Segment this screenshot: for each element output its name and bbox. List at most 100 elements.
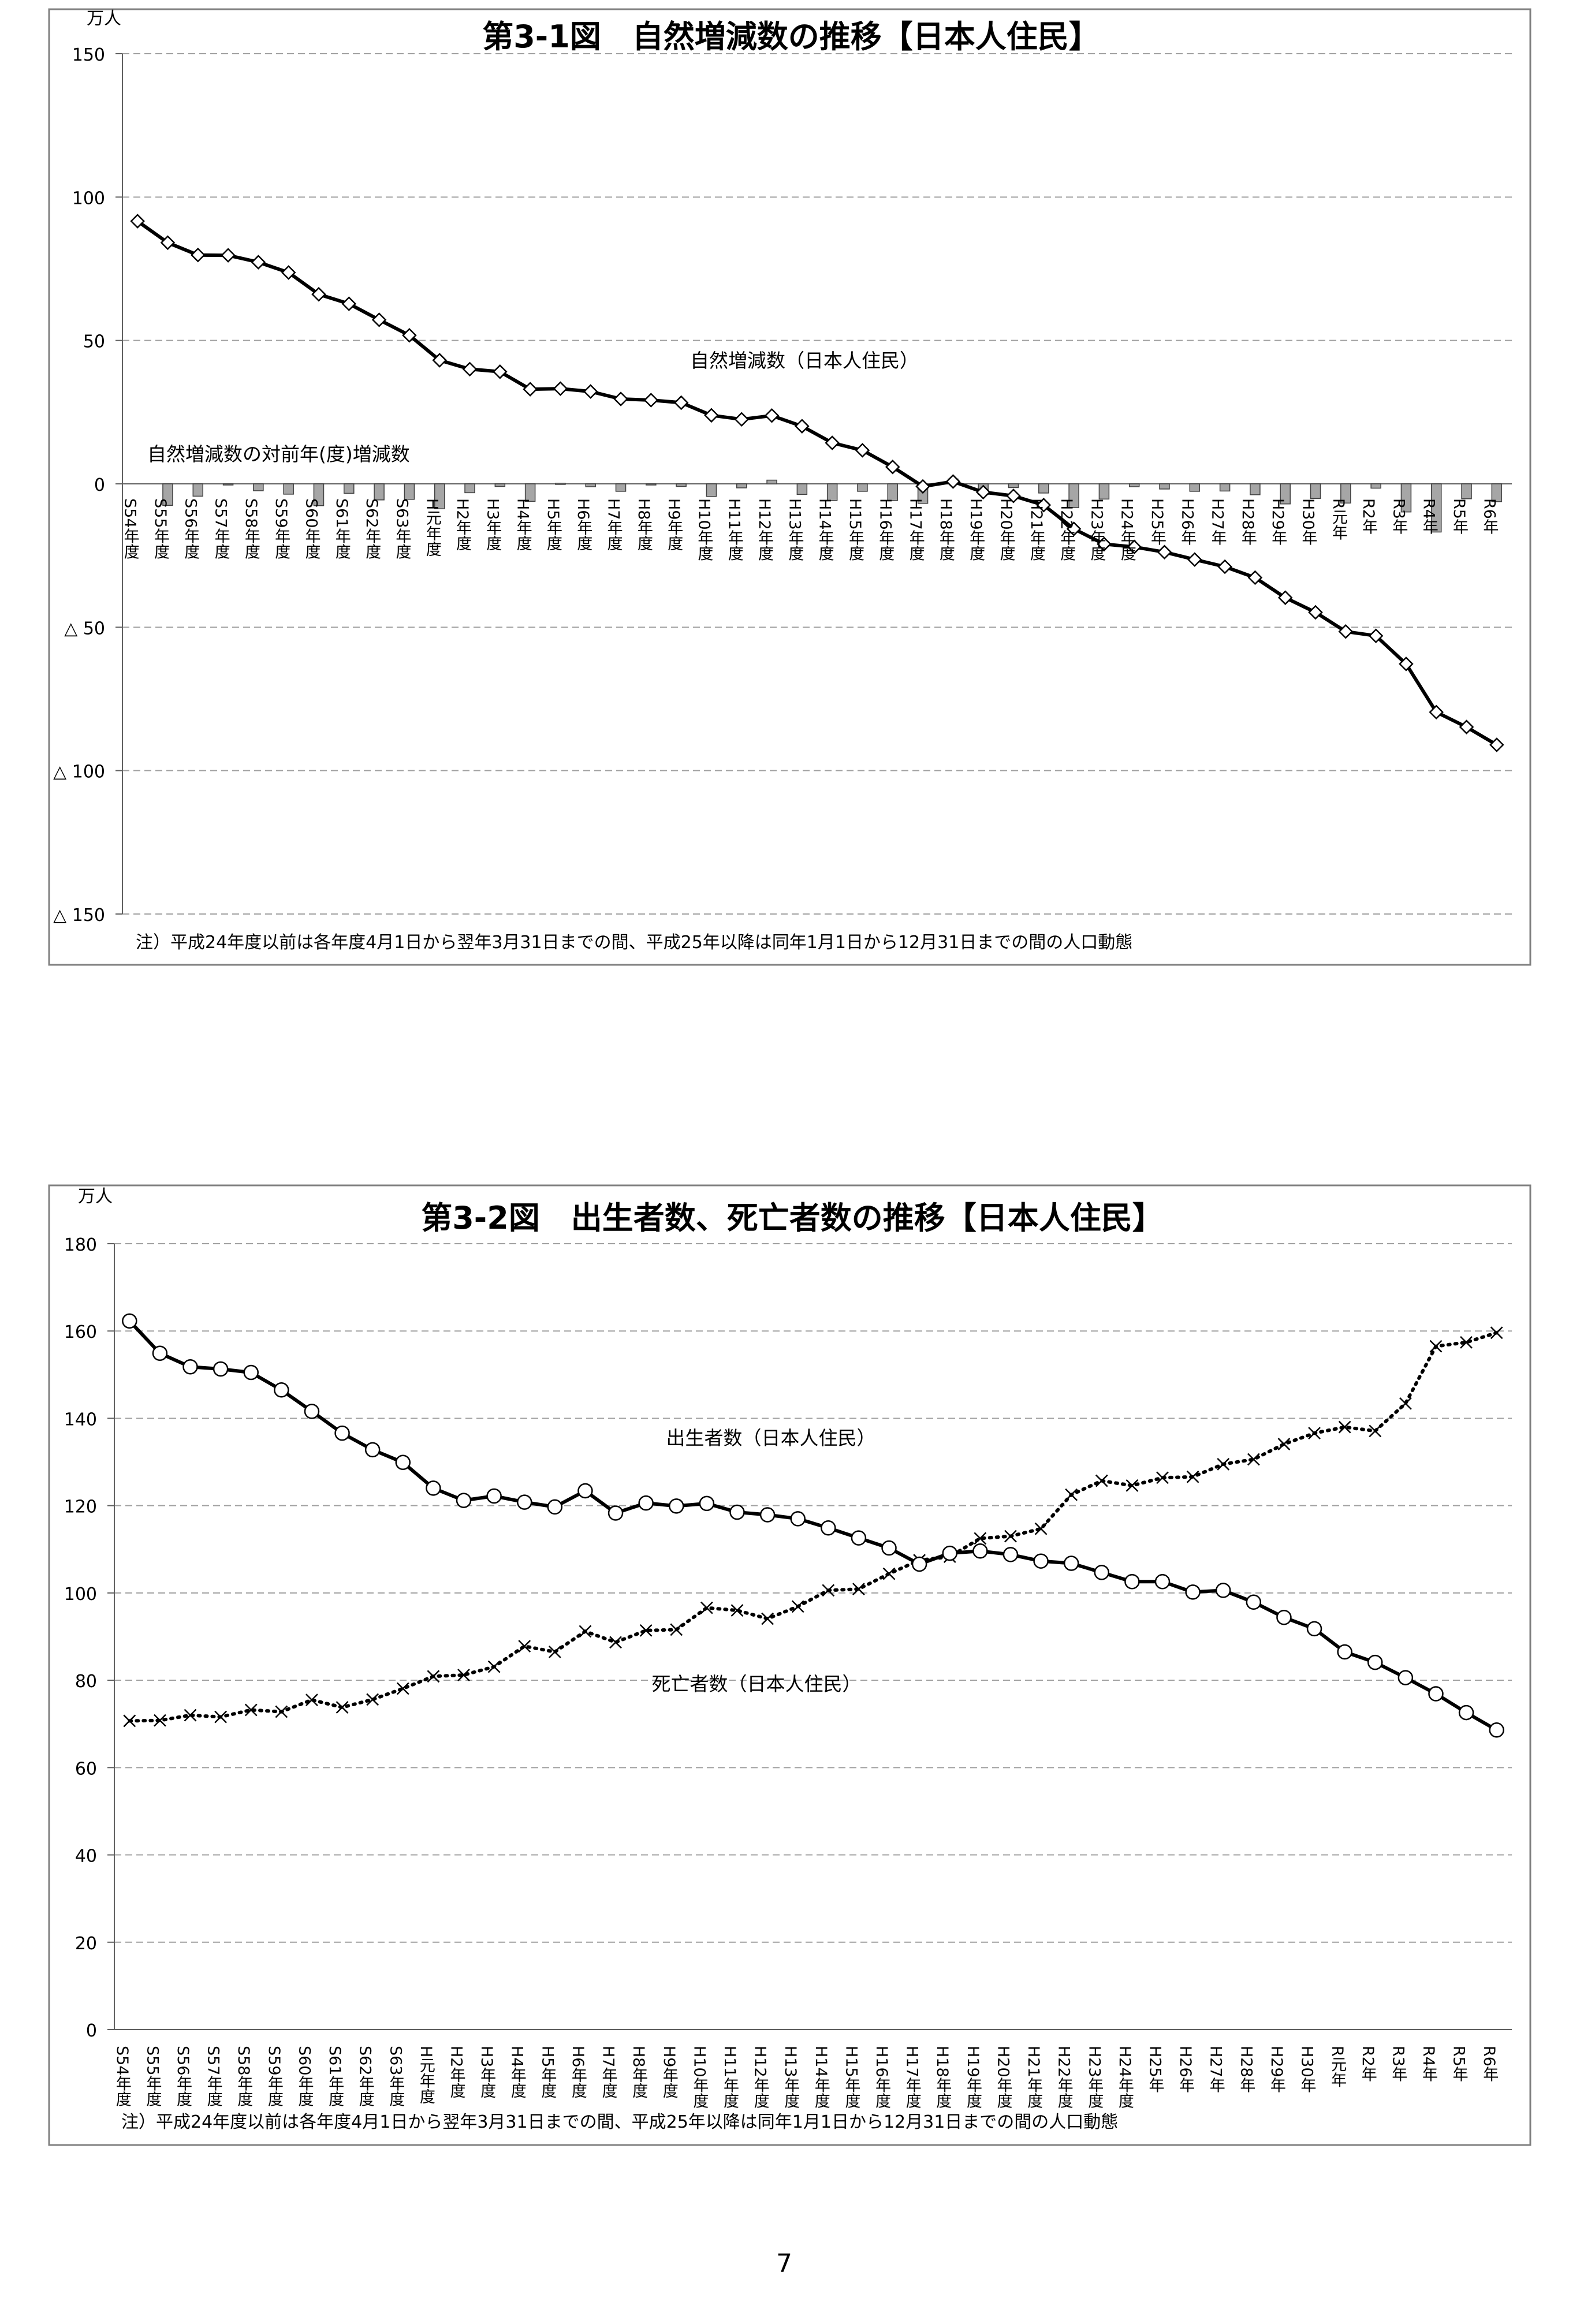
- bar-29: [1008, 483, 1019, 488]
- marker-cross-39: [1308, 1427, 1321, 1440]
- marker-cross-3: [214, 1710, 228, 1724]
- x-tick-label: H2年度: [453, 498, 472, 551]
- x-tick-label: S60年度: [302, 498, 320, 559]
- marker-cross-13: [518, 1640, 531, 1653]
- marker-circle-21: [759, 1507, 776, 1523]
- marker-circle-5: [274, 1382, 289, 1398]
- chart-note: 注）平成24年度以前は各年度4月1日から翌年3月31日までの間、平成25年以降は…: [121, 2112, 1118, 2132]
- marker-diamond-20: [734, 412, 750, 427]
- marker-cross-35: [1186, 1470, 1199, 1483]
- x-tick-label: H6年度: [574, 498, 592, 551]
- marker-diamond-34: [1157, 544, 1172, 559]
- x-tick-label: H10年度: [690, 2046, 709, 2109]
- x-tick-label: H17年度: [903, 2046, 922, 2109]
- x-tick-label: H16年度: [873, 2046, 891, 2109]
- x-tick-label: H22年度: [1057, 498, 1076, 561]
- x-tick-label: S55年度: [151, 498, 170, 559]
- marker-cross-29: [1004, 1530, 1017, 1543]
- marker-circle-20: [729, 1504, 745, 1520]
- x-tick-label: H25年: [1148, 498, 1166, 546]
- marker-circle-2: [182, 1359, 198, 1375]
- marker-circle-0: [122, 1313, 137, 1329]
- series-label-deaths: 死亡者数（日本人住民）: [652, 1673, 862, 1695]
- marker-circle-44: [1458, 1704, 1474, 1721]
- x-tick-label: H7年度: [599, 2046, 618, 2098]
- marker-diamond-22: [795, 419, 810, 434]
- marker-cross-30: [1034, 1522, 1048, 1535]
- x-tick-label: R5年: [1450, 498, 1468, 535]
- bar-19: [706, 483, 717, 497]
- x-tick-label: H16年度: [876, 498, 895, 561]
- x-tick-label: H18年度: [933, 2046, 952, 2109]
- marker-circle-16: [608, 1505, 624, 1521]
- bar-16: [615, 483, 627, 492]
- bar-38: [1280, 483, 1291, 505]
- marker-diamond-4: [251, 255, 266, 270]
- marker-diamond-21: [764, 408, 780, 423]
- x-tick-label: H28年: [1237, 2046, 1255, 2093]
- x-tick-label: S58年度: [242, 498, 260, 559]
- marker-cross-15: [579, 1625, 592, 1638]
- x-tick-label: H13年度: [785, 498, 804, 561]
- x-tick-label: H22年度: [1055, 2046, 1074, 2109]
- chart-3-1: 150 100 50 0 △ 50 △ 100 △ 150 万人 第3-1図 自然増減数の推移【…: [48, 8, 1531, 966]
- marker-cross-2: [184, 1709, 197, 1722]
- bar-10: [434, 483, 445, 509]
- marker-cross-41: [1369, 1424, 1382, 1438]
- bar-45: [1491, 483, 1503, 502]
- x-tick-label: R2年: [1359, 498, 1377, 535]
- marker-circle-17: [638, 1495, 654, 1511]
- marker-circle-45: [1489, 1722, 1504, 1738]
- series-label-bar: 自然増減数の対前年(度)増減数: [147, 443, 410, 465]
- y-tick-label: 180: [64, 1235, 97, 1255]
- marker-cross-6: [305, 1693, 318, 1707]
- x-tick-label: H25年: [1146, 2046, 1164, 2093]
- marker-circle-33: [1124, 1573, 1140, 1590]
- page-number: 7: [776, 2249, 792, 2278]
- marker-diamond-19: [704, 408, 719, 423]
- marker-circle-23: [821, 1520, 836, 1536]
- marker-diamond-33: [1127, 539, 1142, 555]
- marker-cross-31: [1065, 1488, 1078, 1501]
- bar-9: [404, 483, 415, 500]
- marker-circle-37: [1246, 1594, 1262, 1610]
- marker-circle-1: [152, 1345, 168, 1361]
- marker-diamond-42: [1399, 656, 1414, 672]
- bar-4: [253, 483, 264, 491]
- x-tick-label: H14年度: [812, 2046, 830, 2109]
- marker-diamond-23: [825, 435, 840, 450]
- x-tick-label: H3年度: [478, 2046, 496, 2098]
- marker-cross-7: [336, 1701, 349, 1714]
- line-deaths: [128, 1331, 1499, 1723]
- bar-3: [222, 483, 234, 486]
- marker-cross-12: [487, 1660, 501, 1673]
- marker-circle-28: [972, 1543, 988, 1559]
- marker-cross-28: [974, 1532, 987, 1545]
- marker-diamond-1: [160, 235, 176, 251]
- x-tick-label: R6年: [1480, 498, 1498, 535]
- x-tick-label: S59年度: [265, 2046, 284, 2107]
- bar-44: [1461, 483, 1472, 499]
- x-tick-label: S56年度: [181, 498, 200, 559]
- x-tick-label: H15年度: [846, 498, 864, 561]
- marker-diamond-16: [613, 391, 628, 406]
- x-tick-label: H元年度: [417, 2046, 435, 2104]
- marker-circle-40: [1337, 1644, 1352, 1660]
- x-tick-label: H26年: [1176, 2046, 1194, 2093]
- marker-circle-15: [577, 1483, 593, 1499]
- bar-41: [1370, 483, 1381, 489]
- marker-cross-21: [761, 1612, 774, 1625]
- bar-5: [283, 483, 294, 495]
- marker-cross-22: [791, 1600, 804, 1613]
- marker-diamond-10: [432, 353, 447, 368]
- y-tick-label: 50: [83, 332, 105, 352]
- x-tick-label: H14年度: [816, 498, 834, 561]
- marker-circle-43: [1428, 1686, 1444, 1702]
- marker-cross-9: [396, 1682, 409, 1695]
- marker-cross-36: [1217, 1457, 1230, 1471]
- x-tick-label: H12年度: [755, 498, 774, 561]
- bar-36: [1219, 483, 1231, 492]
- marker-circle-35: [1185, 1584, 1201, 1600]
- y-tick-label: 100: [72, 188, 105, 208]
- x-tick-label: H9年度: [665, 498, 683, 551]
